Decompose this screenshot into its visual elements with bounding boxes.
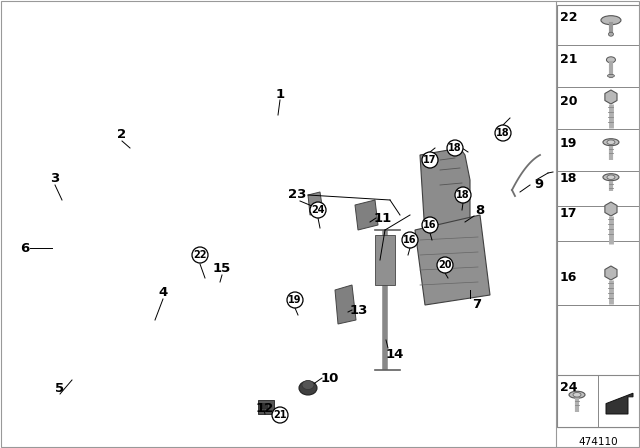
Text: 18: 18 (456, 190, 470, 200)
Circle shape (192, 247, 208, 263)
Ellipse shape (603, 139, 619, 146)
Ellipse shape (569, 391, 585, 398)
Circle shape (447, 140, 463, 156)
Text: 20: 20 (560, 95, 577, 108)
Text: 20: 20 (438, 260, 452, 270)
Text: 22: 22 (193, 250, 207, 260)
Bar (261, 403, 267, 408)
Text: 4: 4 (158, 285, 168, 298)
Text: 16: 16 (423, 220, 436, 230)
Text: 23: 23 (288, 189, 306, 202)
Ellipse shape (607, 175, 615, 180)
Text: 15: 15 (213, 262, 231, 275)
Text: 24: 24 (560, 381, 577, 394)
Text: 18: 18 (496, 128, 510, 138)
FancyBboxPatch shape (557, 375, 640, 427)
Circle shape (437, 257, 453, 273)
Text: 16: 16 (403, 235, 417, 245)
Polygon shape (606, 393, 633, 414)
Text: 21: 21 (560, 53, 577, 66)
Ellipse shape (573, 392, 581, 397)
Text: 474110: 474110 (579, 437, 618, 447)
Text: 5: 5 (56, 382, 65, 395)
Text: 6: 6 (20, 241, 29, 254)
Bar (375, 235, 395, 285)
Text: 8: 8 (476, 203, 484, 216)
Polygon shape (420, 148, 470, 235)
Text: 21: 21 (273, 410, 287, 420)
Circle shape (402, 232, 418, 248)
Ellipse shape (302, 380, 314, 389)
Text: 16: 16 (560, 271, 577, 284)
Ellipse shape (299, 381, 317, 395)
Polygon shape (355, 200, 378, 230)
Text: 9: 9 (534, 178, 543, 191)
Text: 3: 3 (51, 172, 60, 185)
Circle shape (287, 292, 303, 308)
Text: 18: 18 (448, 143, 462, 153)
Ellipse shape (601, 16, 621, 25)
FancyBboxPatch shape (557, 5, 640, 427)
Ellipse shape (609, 32, 614, 36)
Text: 19: 19 (288, 295, 301, 305)
Circle shape (272, 407, 288, 423)
Bar (258, 400, 274, 414)
Ellipse shape (607, 57, 616, 63)
Text: 10: 10 (321, 371, 339, 384)
Text: 2: 2 (117, 129, 127, 142)
Text: 24: 24 (311, 205, 324, 215)
Text: 1: 1 (275, 87, 285, 100)
Text: 22: 22 (560, 11, 577, 24)
Polygon shape (335, 285, 356, 324)
Text: 11: 11 (374, 211, 392, 224)
Text: 7: 7 (472, 298, 481, 311)
Circle shape (455, 187, 471, 203)
Polygon shape (308, 192, 323, 215)
Text: 13: 13 (350, 303, 368, 316)
Text: 12: 12 (256, 401, 274, 414)
Text: 18: 18 (560, 172, 577, 185)
Polygon shape (415, 215, 490, 305)
Circle shape (422, 152, 438, 168)
Text: 17: 17 (423, 155, 436, 165)
Text: 19: 19 (560, 137, 577, 150)
Text: 17: 17 (560, 207, 577, 220)
Ellipse shape (603, 174, 619, 181)
Circle shape (422, 217, 438, 233)
Ellipse shape (607, 74, 614, 78)
Circle shape (310, 202, 326, 218)
Circle shape (495, 125, 511, 141)
Ellipse shape (607, 140, 615, 144)
Text: 14: 14 (386, 349, 404, 362)
